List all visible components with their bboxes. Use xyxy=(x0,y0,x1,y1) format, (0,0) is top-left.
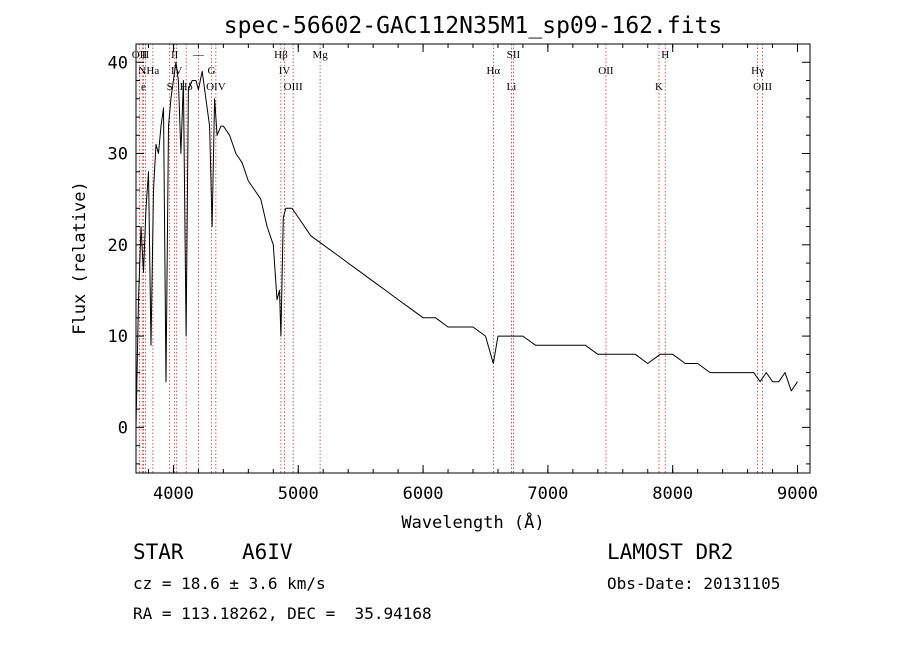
line-marker-label: e xyxy=(141,81,146,93)
redshift-velocity: cz = 18.6 ± 3.6 km/s xyxy=(133,574,326,593)
y-ticks: 0 10 20 30 40 xyxy=(108,43,810,465)
line-marker-label: H xyxy=(661,49,669,61)
y-axis-label: Flux (relative) xyxy=(70,181,90,335)
object-class: STAR xyxy=(133,540,184,564)
line-marker-label: G xyxy=(208,65,216,77)
line-marker-label: Ha xyxy=(146,65,159,77)
line-marker-label: Hα xyxy=(486,65,500,77)
coordinates: RA = 113.18262, DEC = 35.94168 xyxy=(133,604,432,623)
plot-frame xyxy=(135,43,811,474)
line-marker-label: OIV xyxy=(206,81,226,93)
y-tick-label: 30 xyxy=(108,145,128,165)
survey-name: LAMOST DR2 xyxy=(607,540,734,564)
line-marker-label: II xyxy=(171,49,179,61)
line-marker-label: OII xyxy=(598,65,614,77)
line-marker-label: K xyxy=(655,81,663,93)
marker-labels: OIINeIIHaSIIIVHδ—GOIVHβIVOIIIMgHαLiSIIOI… xyxy=(132,49,773,93)
chart-title: spec-56602-GAC112N35M1_sp09-162.fits xyxy=(224,13,723,39)
line-marker-label: Hγ xyxy=(751,65,764,77)
line-marker-label: SII xyxy=(507,49,521,61)
line-marker-label: S xyxy=(167,81,173,93)
line-marker-label: N xyxy=(138,65,146,77)
y-tick-label: 10 xyxy=(108,327,128,347)
line-marker-label: OIII xyxy=(284,81,303,93)
line-marker-label: IV xyxy=(279,65,291,77)
line-marker-label: OIII xyxy=(753,81,772,93)
line-marker-label: Mg xyxy=(312,49,328,61)
x-tick-label: 7000 xyxy=(527,484,568,504)
observation-date: Obs-Date: 20131105 xyxy=(607,574,781,593)
x-axis-label: Wavelength (Å) xyxy=(401,511,544,533)
spectrum-line xyxy=(135,61,798,428)
x-tick-label: 5000 xyxy=(278,484,319,504)
line-marker-label: Hβ xyxy=(274,49,288,61)
x-tick-label: 6000 xyxy=(403,484,444,504)
y-tick-label: 40 xyxy=(108,53,128,73)
x-tick-label: 9000 xyxy=(777,484,818,504)
line-marker-label: II xyxy=(142,49,150,61)
line-marker-label: — xyxy=(192,49,205,61)
object-subclass: A6IV xyxy=(242,540,293,564)
x-tick-label: 8000 xyxy=(652,484,693,504)
x-ticks: 4000 5000 6000 7000 8000 9000 xyxy=(147,44,818,504)
line-marker-label: Li xyxy=(507,81,517,93)
line-markers xyxy=(138,44,763,473)
y-tick-label: 20 xyxy=(108,236,128,256)
y-tick-label: 0 xyxy=(118,418,128,438)
x-tick-label: 4000 xyxy=(153,484,194,504)
